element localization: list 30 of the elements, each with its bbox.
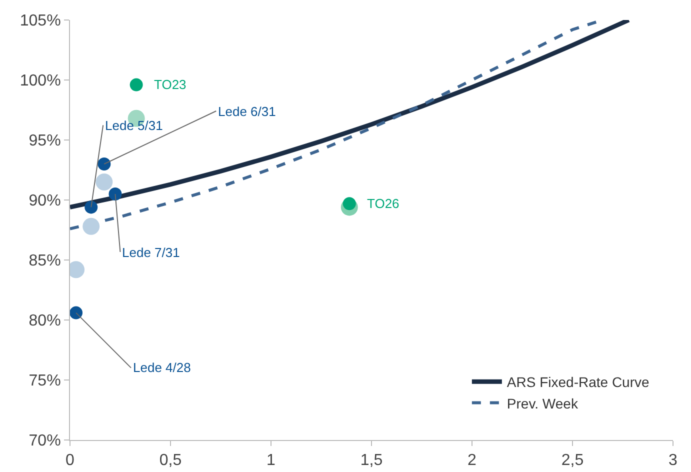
annotation: TO26 <box>367 196 400 211</box>
point <box>108 188 122 200</box>
x-tick-label: 0,5 <box>159 452 182 470</box>
x-tick-label: 1 <box>266 452 276 470</box>
x-tick-label: 0 <box>66 452 75 470</box>
point <box>98 158 111 170</box>
point <box>82 218 100 235</box>
point <box>96 174 113 190</box>
legend-label: Prev. Week <box>506 395 579 412</box>
y-tick-label: 85% <box>28 252 61 270</box>
x-tick-label: 1,5 <box>360 452 383 470</box>
y-tick-label: 95% <box>28 132 61 150</box>
point <box>130 78 143 92</box>
y-tick-label: 105% <box>20 12 61 30</box>
x-tick-label: 2,5 <box>561 452 584 470</box>
annotation: Lede 6/31 <box>218 104 276 119</box>
x-tick-label: 3 <box>668 452 678 470</box>
y-tick-label: 90% <box>28 192 61 210</box>
point <box>70 306 83 320</box>
x-tick-label: 2 <box>468 452 477 470</box>
y-tick-label: 100% <box>20 72 61 90</box>
y-tick-label: 75% <box>28 372 61 390</box>
y-tick-label: 70% <box>28 432 61 450</box>
point <box>84 200 98 214</box>
y-tick-label: 80% <box>28 312 61 330</box>
annotation: Lede 5/31 <box>105 118 163 133</box>
annotation: Lede 4/28 <box>133 360 191 375</box>
legend-label: ARS Fixed-Rate Curve <box>506 374 650 390</box>
annotation: TO23 <box>154 77 186 92</box>
annotation: Lede 7/31 <box>122 245 180 260</box>
